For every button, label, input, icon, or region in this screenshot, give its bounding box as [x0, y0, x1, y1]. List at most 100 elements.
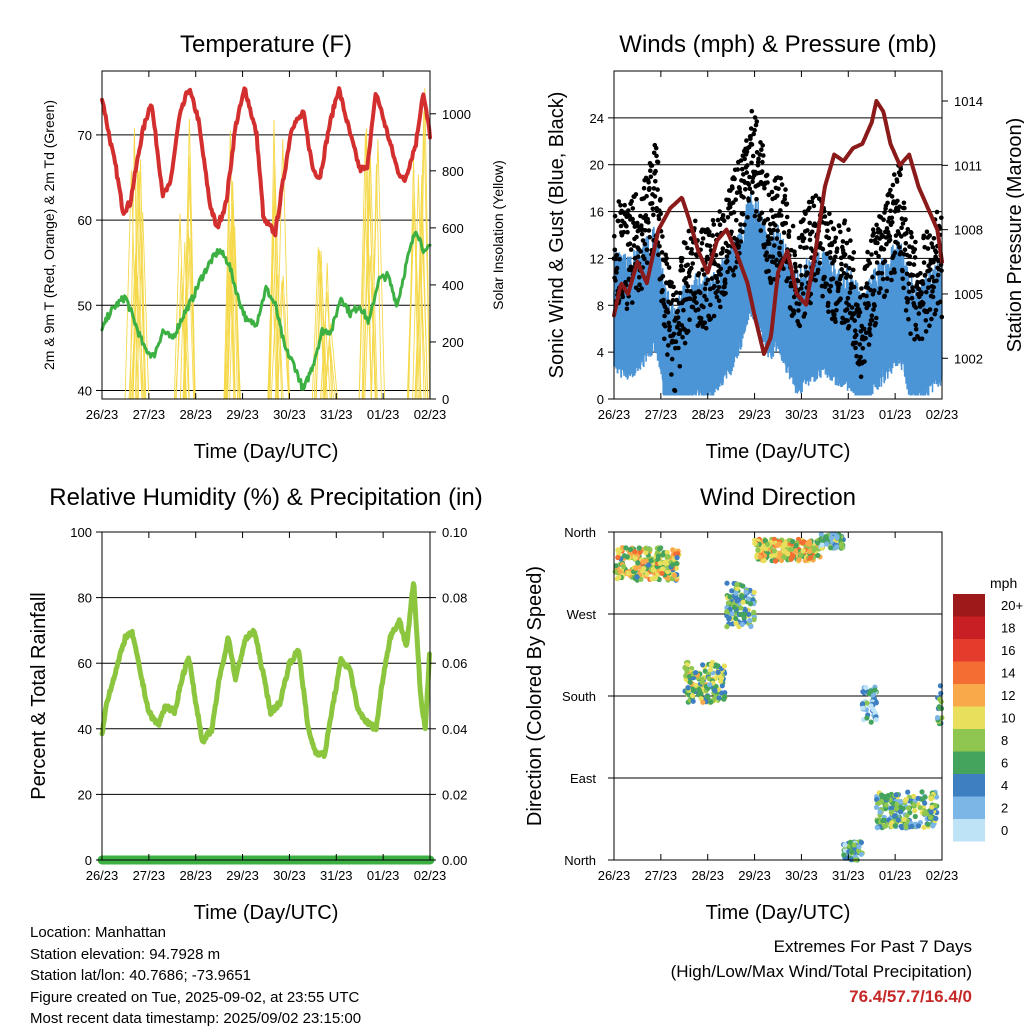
gust-point: [722, 277, 728, 283]
direction-point: [707, 682, 713, 688]
gust-point: [714, 294, 720, 300]
gust-point: [627, 241, 633, 246]
humidity-x-tick-label: 01/23: [367, 868, 400, 883]
gust-point: [851, 250, 857, 255]
gust-point: [905, 227, 911, 232]
gust-point: [762, 185, 767, 191]
gust-point: [830, 276, 836, 282]
direction-y-tick-label: North: [564, 525, 596, 540]
gust-point: [939, 215, 944, 221]
gust-point: [785, 276, 791, 281]
direction-point: [725, 600, 732, 606]
gust-point: [733, 197, 738, 202]
gust-point: [621, 229, 627, 235]
direction-point: [633, 565, 639, 571]
direction-point: [733, 615, 739, 622]
gust-point: [856, 313, 861, 319]
gust-point: [635, 220, 640, 226]
gust-point: [627, 213, 632, 219]
direction-point: [733, 620, 739, 626]
gust-point: [770, 254, 776, 260]
direction-point: [849, 849, 855, 855]
winds-x-tick-label: 01/23: [879, 407, 912, 422]
gust-point: [784, 214, 790, 220]
direction-point: [693, 670, 699, 676]
extremes-box: Extremes For Past 7 Days (High/Low/Max W…: [671, 934, 972, 1009]
winds-x-tick-label: 28/23: [691, 407, 724, 422]
gust-point: [681, 307, 686, 313]
gust-point: [884, 226, 890, 231]
gust-point: [885, 276, 890, 281]
direction-point: [788, 556, 794, 562]
gust-point: [696, 307, 701, 312]
gust-point: [840, 315, 845, 321]
direction-point: [682, 665, 688, 671]
gust-point: [737, 186, 742, 191]
direction-point: [868, 719, 874, 725]
insolation-y-tick-label: 200: [442, 335, 464, 350]
gust-point: [674, 290, 679, 295]
gust-point: [927, 233, 932, 238]
gust-point: [900, 221, 906, 226]
direction-point: [643, 545, 649, 551]
gust-point: [658, 196, 663, 202]
humidity-x-tick-label: 02/23: [414, 868, 447, 883]
gust-point: [859, 286, 864, 291]
gust-point: [647, 234, 652, 240]
direction-point: [915, 823, 922, 829]
gust-point: [862, 359, 867, 364]
gust-point: [807, 205, 812, 211]
gust-point: [929, 316, 934, 322]
temperature-x-tick-label: 02/23: [414, 407, 447, 422]
gust-point: [708, 316, 713, 322]
gust-point: [720, 246, 726, 251]
direction-point: [781, 554, 788, 561]
direction-point: [612, 569, 618, 575]
gust-point: [910, 285, 915, 290]
insolation-trace: [412, 174, 425, 400]
insolation-trace: [183, 166, 196, 400]
gust-point: [908, 331, 913, 337]
gust-point: [793, 268, 799, 274]
gust-point: [741, 172, 746, 177]
direction-point: [636, 545, 642, 551]
gust-point: [864, 281, 870, 286]
gust-point: [612, 247, 618, 253]
gust-point: [651, 186, 657, 191]
direction-point: [699, 679, 706, 686]
gust-point: [613, 256, 618, 262]
gust-point: [853, 345, 858, 351]
gust-point: [666, 265, 672, 270]
gust-point: [698, 316, 704, 321]
direction-x-tick-label: 28/23: [691, 868, 724, 883]
gust-point: [777, 245, 782, 251]
direction-point: [763, 546, 769, 552]
direction-point: [828, 545, 834, 551]
direction-point: [781, 548, 787, 554]
gust-point: [874, 260, 880, 265]
gust-point: [630, 206, 636, 211]
gust-point: [751, 131, 756, 137]
gust-point: [678, 328, 683, 333]
gust-point: [866, 342, 872, 347]
gust-point: [680, 267, 686, 273]
gust-point: [924, 229, 930, 235]
direction-point: [899, 825, 905, 831]
gust-point: [895, 241, 900, 246]
gust-point: [640, 238, 646, 243]
gust-point: [644, 260, 650, 266]
gust-point: [723, 291, 728, 296]
insolation-trace: [276, 275, 290, 400]
insolation-trace: [179, 241, 190, 400]
gust-point: [888, 208, 893, 214]
gust-point: [718, 266, 724, 272]
gust-point: [903, 217, 908, 222]
direction-y-tick-label: North: [564, 853, 596, 868]
direction-point: [884, 795, 890, 802]
gust-point: [635, 254, 641, 259]
gust-point: [909, 234, 914, 240]
direction-point: [671, 572, 678, 578]
gust-point: [765, 216, 771, 222]
gust-point: [870, 274, 875, 280]
direction-point: [925, 821, 931, 827]
